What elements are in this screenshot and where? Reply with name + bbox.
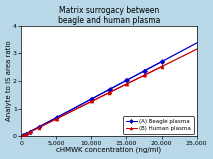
- (B) Human plasma: [143, 74, 145, 76]
- (A) Beagle plasma: [24, 133, 27, 135]
- (B) Human plasma: [90, 100, 93, 102]
- Title: Matrix surrogacy between
beagle and human plasma: Matrix surrogacy between beagle and huma…: [58, 6, 160, 25]
- Line: (A) Beagle plasma: (A) Beagle plasma: [22, 60, 163, 137]
- (B) Human plasma: [24, 133, 27, 135]
- (B) Human plasma: [55, 118, 58, 120]
- (A) Beagle plasma: [37, 126, 40, 128]
- (A) Beagle plasma: [125, 79, 128, 81]
- (A) Beagle plasma: [55, 117, 58, 119]
- (B) Human plasma: [108, 92, 110, 94]
- (B) Human plasma: [22, 134, 24, 136]
- (A) Beagle plasma: [143, 70, 145, 72]
- (A) Beagle plasma: [29, 131, 31, 133]
- (A) Beagle plasma: [22, 134, 24, 136]
- X-axis label: cHMWK concentration (ng/ml): cHMWK concentration (ng/ml): [56, 147, 161, 153]
- Legend: (A) Beagle plasma, (B) Human plasma: (A) Beagle plasma, (B) Human plasma: [123, 116, 194, 134]
- (B) Human plasma: [37, 127, 40, 129]
- (A) Beagle plasma: [108, 89, 110, 91]
- (B) Human plasma: [160, 66, 163, 68]
- (B) Human plasma: [29, 131, 31, 133]
- Line: (B) Human plasma: (B) Human plasma: [22, 65, 163, 137]
- (B) Human plasma: [125, 83, 128, 85]
- Y-axis label: Analyte to IS area ratio: Analyte to IS area ratio: [6, 41, 12, 121]
- (A) Beagle plasma: [160, 61, 163, 63]
- (A) Beagle plasma: [90, 98, 93, 100]
